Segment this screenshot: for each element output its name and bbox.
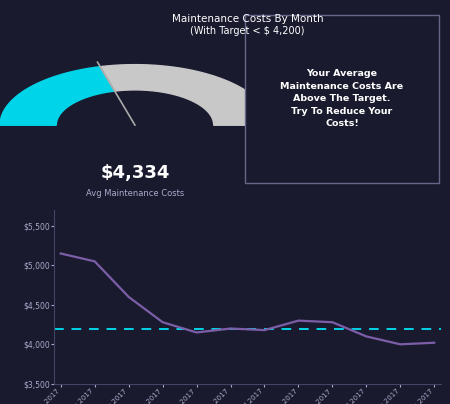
Polygon shape [0,67,115,125]
Maintenance Costs [194,330,199,335]
Text: $4,334: $4,334 [100,164,170,182]
Text: Your Average
Maintenance Costs Are
Above The Target.
Try To Reduce Your
Costs!: Your Average Maintenance Costs Are Above… [280,69,404,128]
Line: Maintenance Costs: Maintenance Costs [61,254,434,344]
Maintenance Costs [330,320,335,325]
Maintenance Costs [160,320,165,325]
Maintenance Costs [262,328,267,332]
Maintenance Costs [92,259,98,264]
Text: (With Target < $ 4,200): (With Target < $ 4,200) [190,26,305,36]
Maintenance Costs [432,340,437,345]
FancyBboxPatch shape [245,15,439,183]
Text: Maintenance Costs By Month: Maintenance Costs By Month [172,14,323,24]
Maintenance Costs [397,342,403,347]
Polygon shape [0,65,270,125]
Maintenance Costs [228,326,233,331]
Maintenance Costs [296,318,301,323]
Target Maintenance Costs [92,326,98,331]
Maintenance Costs [364,334,369,339]
Text: Avg Maintenance Costs: Avg Maintenance Costs [86,189,184,198]
Polygon shape [100,65,270,125]
Target Maintenance Costs [58,326,63,331]
Maintenance Costs [126,295,131,299]
Maintenance Costs [58,251,63,256]
